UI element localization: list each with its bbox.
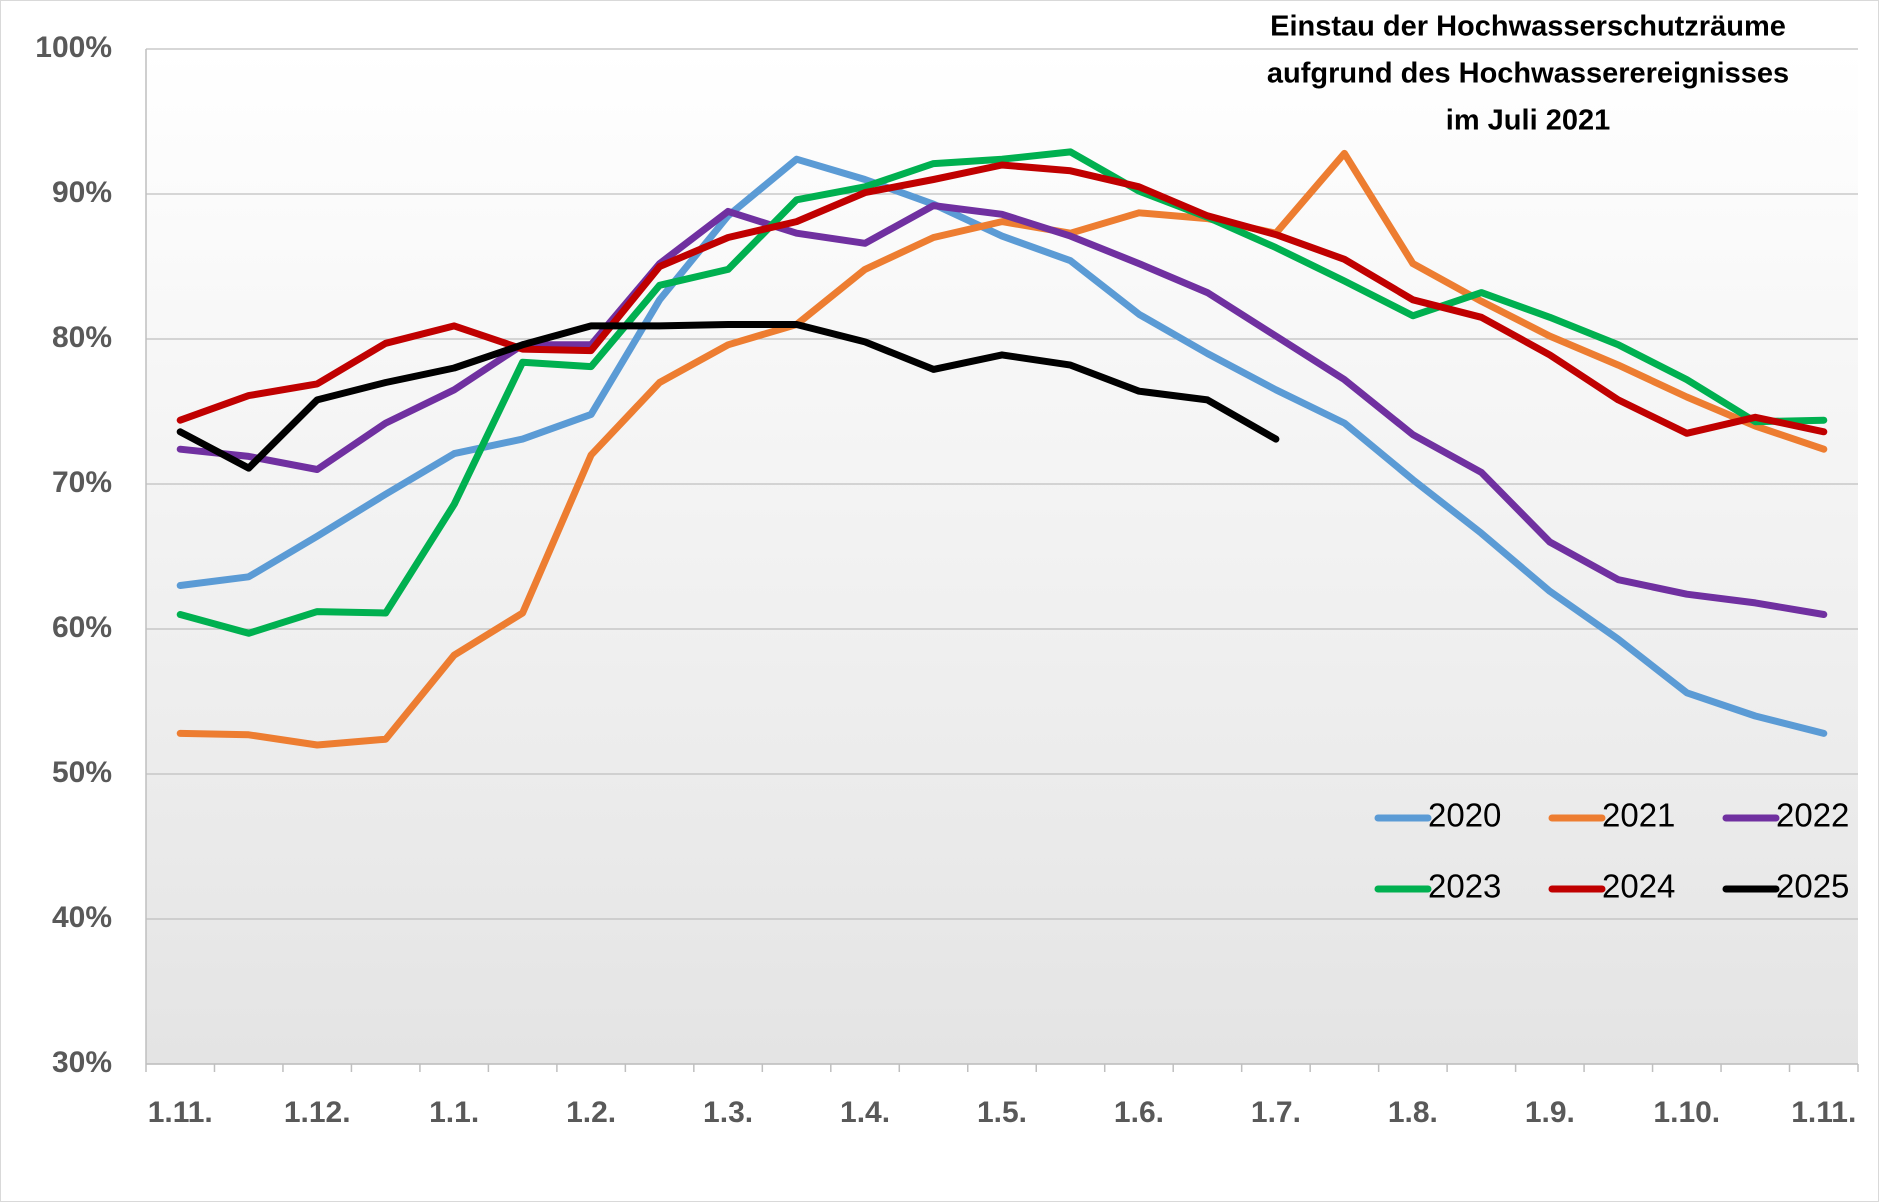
chart-title: Einstau der Hochwasserschutzräume [1270,11,1786,43]
y-tick-label: 100% [35,31,112,64]
legend-label: 2024 [1602,868,1675,905]
x-tick-label: 1.11. [148,1096,213,1129]
x-tick-label: 1.12. [284,1096,351,1129]
series-line [176,321,1280,472]
x-tick-label: 1.3. [703,1096,753,1129]
x-tick-label: 1.2. [566,1096,616,1129]
x-tick-label: 1.1. [429,1096,479,1129]
y-tick-label: 90% [52,176,112,209]
x-tick-label: 1.7. [1251,1096,1301,1129]
series-line [176,148,1828,637]
series-line [176,149,1828,749]
x-tick-label: 1.4. [840,1096,890,1129]
chart-title: aufgrund des Hochwasserereignisses [1267,58,1789,90]
series-line [176,202,1828,618]
legend-label: 2021 [1602,797,1675,834]
x-tick-label: 1.10. [1653,1096,1720,1129]
legend-label: 2020 [1428,797,1501,834]
y-tick-label: 70% [52,466,112,499]
y-tick-label: 40% [52,901,112,934]
legend-label: 2025 [1776,868,1849,905]
x-tick-label: 1.6. [1114,1096,1164,1129]
y-tick-label: 50% [52,756,112,789]
x-tick-label: 1.9. [1525,1096,1575,1129]
series-line [176,161,1828,437]
x-tick-label: 1.8. [1388,1096,1438,1129]
x-tick-label: 1.5. [977,1096,1027,1129]
series-line [176,155,1828,737]
x-tick-label: 1.11. [1791,1096,1856,1129]
y-tick-label: 60% [52,611,112,644]
plot-area [146,49,1858,1064]
y-tick-label: 30% [52,1046,112,1079]
y-tick-label: 80% [52,321,112,354]
legend-label: 2022 [1776,797,1849,834]
chart-title: im Juli 2021 [1446,105,1610,137]
legend-label: 2023 [1428,868,1501,905]
